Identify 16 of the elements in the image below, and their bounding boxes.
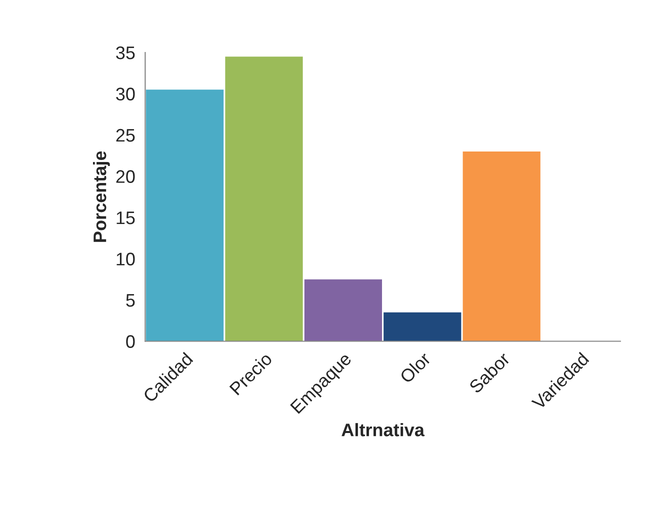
bar (384, 312, 462, 342)
y-tick-label: 0 (126, 335, 135, 348)
y-tick-label: 10 (116, 252, 135, 266)
y-tick-label: 20 (116, 170, 135, 183)
y-tick-label: 15 (116, 212, 135, 224)
bar (304, 279, 382, 342)
y-tick-label: 5 (126, 294, 135, 307)
y-tick-label: 30 (116, 88, 135, 100)
y-tick-label: 35 (116, 46, 135, 60)
x-axis-title: Altrnativa (342, 423, 425, 436)
y-axis-title: Porcentaje (93, 151, 110, 242)
y-tick-label: 25 (116, 128, 135, 142)
bar (146, 90, 224, 342)
bar (225, 56, 303, 342)
bar (462, 152, 540, 342)
x-tick-label: Olor (398, 351, 432, 384)
